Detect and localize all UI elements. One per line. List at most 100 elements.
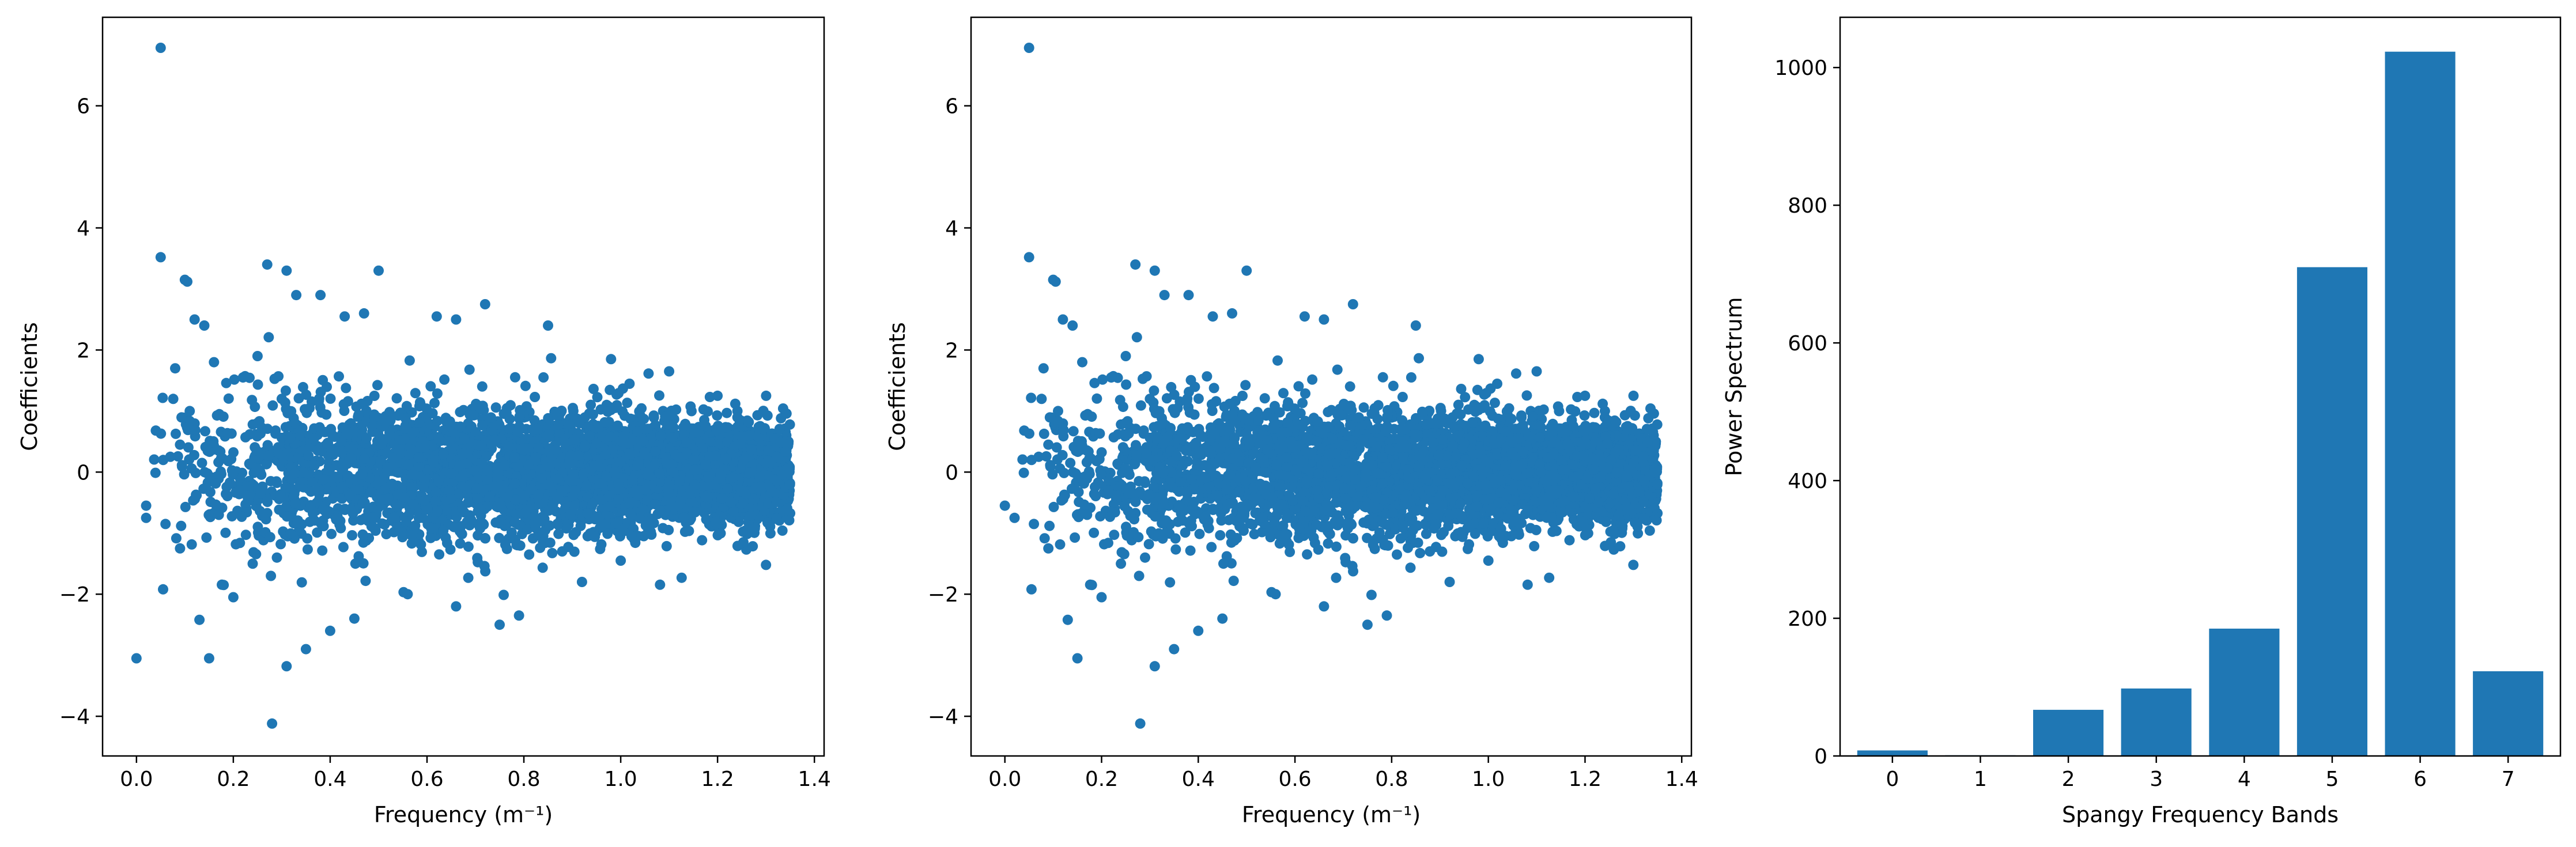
scatter-1-cloud-point bbox=[502, 491, 513, 502]
scatter-1-point-12 bbox=[262, 259, 273, 270]
scatter-1-cloud-point bbox=[756, 481, 766, 492]
scatter-1-cloud-point bbox=[505, 400, 516, 411]
scatter-1-cloud-point bbox=[235, 485, 245, 496]
scatter-1-cloud-point bbox=[556, 485, 567, 496]
scatter-1-cloud-point bbox=[341, 383, 352, 394]
scatter-1-cloud-point bbox=[313, 396, 324, 407]
scatter-1-x-tick-label-7: 1.4 bbox=[798, 767, 831, 791]
scatter-1-cloud-point bbox=[457, 502, 467, 513]
scatter-1-cloud-point bbox=[587, 498, 598, 509]
scatter-1-cloud-point bbox=[475, 504, 486, 515]
scatter-1-cloud-point bbox=[509, 478, 520, 489]
scatter-1-cloud-point bbox=[721, 453, 732, 464]
scatter-1-cloud-point bbox=[654, 390, 664, 401]
scatter-1-cloud-point bbox=[190, 425, 201, 436]
scatter-1-cloud-point bbox=[149, 454, 160, 465]
scatter-1-cloud-point bbox=[397, 532, 408, 543]
scatter-1-cloud-point bbox=[339, 504, 350, 515]
scatter-1-cloud-point bbox=[655, 430, 666, 441]
scatter-1-cloud-point bbox=[456, 521, 466, 532]
scatter-1-cloud-point bbox=[643, 368, 654, 379]
scatter-1-cloud-point bbox=[494, 532, 505, 543]
scatter-1-cloud-point bbox=[265, 532, 275, 543]
scatter-1-cloud-point bbox=[331, 513, 342, 524]
scatter-1-cloud-point bbox=[638, 436, 649, 447]
scatter-1-cloud-point bbox=[486, 412, 496, 423]
scatter-1-cloud-point bbox=[381, 529, 392, 539]
scatter-1-cloud-point bbox=[393, 467, 403, 478]
scatter-1-cloud-point bbox=[743, 417, 754, 428]
scatter-1-cloud-point bbox=[433, 433, 444, 444]
scatter-2-cloud-point bbox=[1059, 467, 1070, 478]
scatter-1-cloud-point bbox=[686, 406, 697, 417]
scatter-1-point-36 bbox=[712, 390, 723, 401]
scatter-1-cloud-point bbox=[334, 371, 344, 382]
scatter-1-cloud-point bbox=[697, 443, 708, 453]
scatter-1-cloud-point bbox=[220, 527, 231, 538]
scatter-1-cloud-point bbox=[676, 572, 687, 583]
scatter-1-point-44 bbox=[237, 372, 248, 383]
scatter-1-cloud-point bbox=[361, 433, 372, 444]
scatter-1-cloud-point bbox=[432, 388, 443, 399]
scatter-1-cloud-point bbox=[357, 529, 368, 540]
scatter-1-cloud-point bbox=[710, 516, 721, 527]
scatter-1-cloud-point bbox=[223, 456, 234, 467]
scatter-1-cloud-point bbox=[265, 476, 276, 487]
scatter-1-point-4 bbox=[150, 425, 161, 436]
scatter-1-cloud-point bbox=[613, 494, 624, 505]
scatter-1-cloud-point bbox=[197, 457, 207, 468]
scatter-1-cloud-point bbox=[414, 417, 425, 428]
scatter-1-cloud-point bbox=[538, 372, 549, 383]
scatter-1-cloud-point bbox=[459, 433, 470, 444]
scatter-1-cloud-point bbox=[406, 530, 417, 541]
scatter-1-cloud-point bbox=[339, 406, 350, 416]
scatter-1-cloud-point bbox=[347, 444, 358, 455]
scatter-1-cloud-point bbox=[235, 538, 245, 549]
scatter-1-cloud-point bbox=[282, 407, 293, 418]
scatter-1-cloud-point bbox=[416, 539, 426, 550]
scatter-1-x-tick-label-6: 1.2 bbox=[701, 767, 734, 791]
scatter-1-cloud-point bbox=[297, 422, 308, 433]
scatter-1-cloud-point bbox=[322, 437, 333, 448]
scatter-1-cloud-point bbox=[250, 442, 260, 453]
scatter-1-cloud-point bbox=[529, 415, 540, 426]
scatter-1-cloud-point bbox=[746, 444, 757, 455]
scatter-1-cloud-point bbox=[466, 515, 477, 525]
scatter-1-point-23 bbox=[349, 613, 360, 624]
scatter-1-cloud-point bbox=[688, 507, 699, 518]
scatter-1-point-8 bbox=[189, 314, 200, 325]
scatter-1-cloud-point bbox=[312, 445, 323, 456]
scatter-1-cloud-point bbox=[325, 393, 336, 404]
scatter-1-cloud-point bbox=[700, 421, 711, 432]
scatter-1-cloud-point bbox=[715, 528, 726, 539]
scatter-1-x-tick-label-1: 0.2 bbox=[217, 767, 250, 791]
scatter-1-cloud-point bbox=[456, 528, 467, 539]
scatter-1-cloud-point bbox=[341, 429, 352, 440]
scatter-1-cloud-point bbox=[228, 469, 239, 480]
scatter-1-point-9 bbox=[203, 653, 214, 664]
scatter-1-cloud-point bbox=[711, 451, 721, 462]
scatter-1-cloud-point bbox=[655, 505, 666, 516]
scatter-1-cloud-point bbox=[316, 425, 327, 436]
scatter-1-cloud-point bbox=[509, 517, 520, 528]
scatter-1-cloud-point bbox=[535, 464, 546, 475]
scatter-1-cloud-point bbox=[186, 539, 197, 550]
scatter-1-cloud-point bbox=[674, 452, 685, 463]
scatter-1-cloud-point bbox=[413, 513, 424, 524]
scatter-1-cloud-point bbox=[346, 453, 357, 464]
scatter-1-cloud-point bbox=[730, 398, 741, 409]
scatter-1-point-14 bbox=[373, 265, 384, 276]
scatter-1-cloud-point bbox=[565, 509, 576, 520]
scatter-1-cloud-point bbox=[332, 472, 343, 483]
scatter-1-cloud-point bbox=[432, 506, 443, 517]
scatter-1-cloud-point bbox=[210, 478, 221, 489]
scatter-1-y-tick-label-1: −2 bbox=[59, 583, 90, 607]
scatter-1-cloud-point bbox=[329, 432, 340, 443]
scatter-1-cloud-point bbox=[611, 389, 622, 400]
scatter-1-cloud-point bbox=[289, 468, 300, 479]
scatter-1-cloud-point bbox=[643, 467, 654, 477]
scatter-1-point-5 bbox=[141, 500, 152, 511]
scatter-1-cloud-point bbox=[772, 475, 783, 486]
scatter-1-point-37 bbox=[615, 555, 626, 566]
scatter-1-cloud-point bbox=[609, 467, 620, 478]
